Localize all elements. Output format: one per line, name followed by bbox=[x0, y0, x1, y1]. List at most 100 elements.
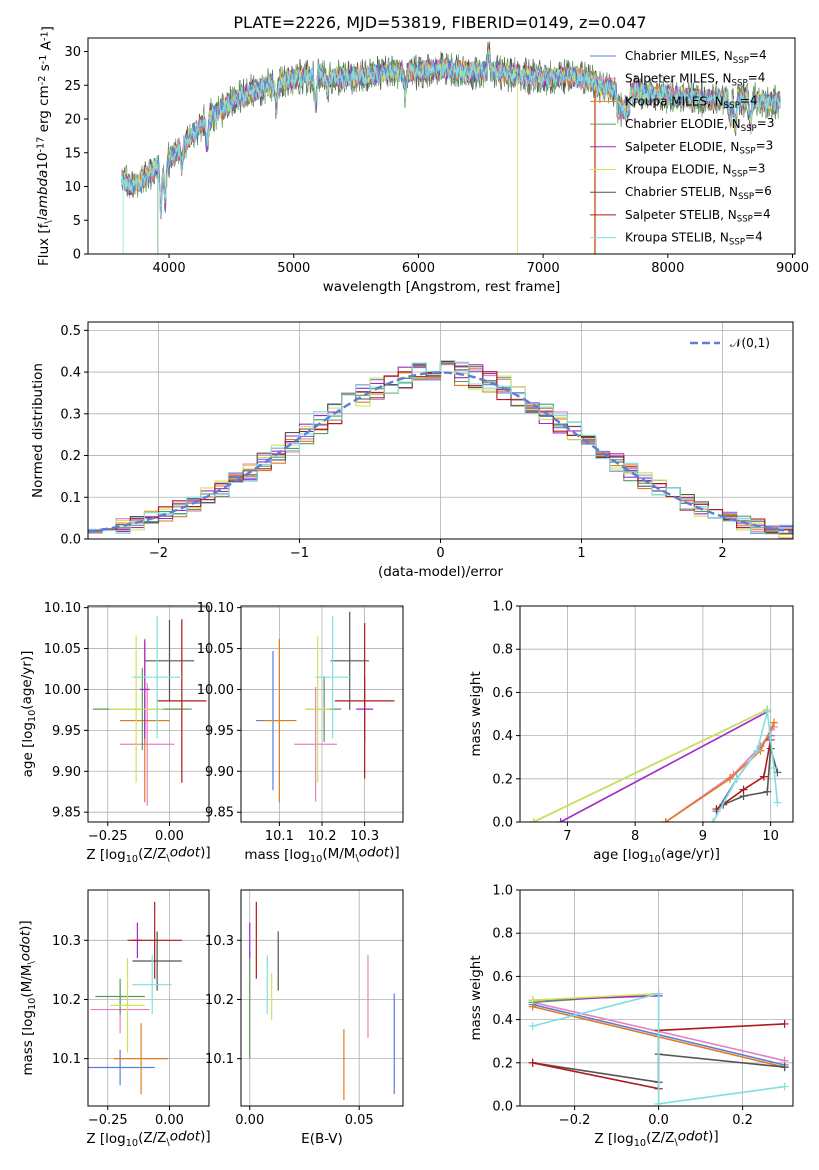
plot-area bbox=[92, 615, 207, 806]
axes-frame bbox=[87, 321, 794, 540]
x-tick-label: −0.25 bbox=[88, 829, 128, 844]
chart-age_vs_mass: 10.1 10.2 10.3 9.85 9.90 9.95 10.00 10.05 10.10 m… bbox=[197, 601, 404, 865]
legend-label: Chabrier ELODIE, NSSP=3 bbox=[625, 116, 774, 134]
weight-line bbox=[532, 992, 785, 1105]
x-tick-label: 6000 bbox=[402, 261, 435, 276]
weight-marker bbox=[773, 798, 782, 807]
y-tick-label: 0.2 bbox=[60, 449, 81, 464]
weight-line bbox=[665, 722, 775, 822]
weight-line bbox=[716, 739, 772, 810]
x-tick-label: −0.25 bbox=[88, 1113, 128, 1128]
y-tick-label: 0.1 bbox=[60, 491, 81, 506]
y-tick-label: 10.00 bbox=[197, 683, 234, 698]
x-tick-label: 10.2 bbox=[308, 829, 337, 844]
y-tick-label: 10.3 bbox=[205, 934, 234, 949]
weight-marker bbox=[780, 1063, 789, 1072]
y-tick-label: 9.85 bbox=[52, 806, 81, 821]
plot-area bbox=[88, 901, 182, 1095]
weight-marker bbox=[780, 1082, 789, 1091]
weight-marker bbox=[780, 1019, 789, 1028]
y-tick-label: 0.5 bbox=[60, 324, 81, 339]
axes-frame bbox=[87, 37, 796, 255]
chart-mass_vs_ebv: 0.00 0.05 10.1 10.2 10.3 E(B-V) bbox=[205, 889, 404, 1147]
plot-area bbox=[249, 901, 395, 1101]
y-tick-label: 20 bbox=[64, 113, 81, 128]
y-axis-label: age [log10(age/yr)] bbox=[19, 651, 38, 778]
spectrum-line bbox=[121, 50, 781, 254]
plot-area bbox=[529, 705, 782, 822]
y-tick-label: 9.85 bbox=[205, 806, 234, 821]
y-tick-label: 0 bbox=[73, 248, 81, 263]
x-tick-label: −0.2 bbox=[559, 1113, 591, 1128]
y-tick-label: 0.0 bbox=[492, 816, 513, 831]
y-axis-label: Normed distribution bbox=[30, 363, 46, 498]
weight-marker bbox=[712, 805, 721, 814]
y-tick-label: 10.3 bbox=[52, 934, 81, 949]
weight-marker bbox=[729, 770, 738, 779]
plot-area bbox=[255, 611, 395, 803]
x-tick-label: 9000 bbox=[776, 261, 809, 276]
y-tick-label: 9.95 bbox=[205, 724, 234, 739]
legend-label: Kroupa MILES, NSSP=4 bbox=[625, 93, 758, 111]
chart-weight_vs_Z: −0.2 0.0 0.2 0.0 0.2 0.4 0.6 0.8 1.0 Z [log10(Z/Z… bbox=[468, 884, 794, 1149]
y-axis-label: Flux [f\lambda10-17 erg cm-2 s-1 A-1] bbox=[35, 26, 56, 266]
weight-line bbox=[533, 708, 768, 822]
x-axis-label: Z [log10(Z/Z\odot)] bbox=[86, 1129, 210, 1150]
y-tick-label: 10.2 bbox=[205, 993, 234, 1008]
legend-label: Salpeter STELIB, NSSP=4 bbox=[625, 207, 771, 225]
x-tick-label: 2 bbox=[718, 546, 726, 561]
x-axis-label: Z [log10(Z/Z\odot)] bbox=[86, 845, 210, 866]
y-tick-label: 1.0 bbox=[492, 600, 513, 615]
chart-spectrum: 4000 5000 6000 7000 8000 9000 0 5 10 15 20 25 30 wave… bbox=[35, 26, 809, 295]
weight-marker bbox=[556, 818, 565, 822]
axes-frame bbox=[87, 605, 210, 823]
y-tick-label: 10.1 bbox=[52, 1052, 81, 1067]
y-tick-label: 0.8 bbox=[492, 927, 513, 942]
normal-curve bbox=[88, 371, 793, 533]
weight-marker bbox=[654, 1099, 663, 1106]
x-tick-label: 4000 bbox=[153, 261, 186, 276]
y-tick-label: 0.0 bbox=[60, 533, 81, 548]
legend-label: Salpeter ELODIE, NSSP=3 bbox=[625, 139, 773, 157]
x-tick-label: 0.00 bbox=[155, 829, 184, 844]
x-tick-label: 10 bbox=[762, 829, 779, 844]
y-tick-label: 10.05 bbox=[44, 642, 81, 657]
y-tick-label: 30 bbox=[64, 45, 81, 60]
y-tick-label: 5 bbox=[73, 214, 81, 229]
y-tick-label: 0.2 bbox=[492, 772, 513, 787]
y-tick-label: 15 bbox=[64, 146, 81, 161]
figure-title: PLATE=2226, MJD=53819, FIBERID=0149, z=0… bbox=[233, 13, 646, 32]
chart-age_vs_Z: −0.25 0.00 9.85 9.90 9.95 10.00 10.05 10.10 Z [l… bbox=[19, 601, 211, 865]
x-tick-label: 10.1 bbox=[265, 829, 294, 844]
legend: 𝒩(0,1) bbox=[690, 336, 770, 350]
y-tick-label: 10.00 bbox=[44, 683, 81, 698]
legend-label: Kroupa ELODIE, NSSP=3 bbox=[625, 161, 765, 179]
weight-line bbox=[665, 726, 775, 822]
y-tick-label: 1.0 bbox=[492, 884, 513, 899]
legend-label: Kroupa STELIB, NSSP=4 bbox=[625, 230, 763, 248]
x-tick-label: 0.05 bbox=[345, 1113, 374, 1128]
legend-label: Salpeter MILES, NSSP=4 bbox=[625, 71, 765, 89]
weight-marker bbox=[770, 718, 779, 727]
plot-area bbox=[528, 989, 789, 1106]
legend-label: Chabrier MILES, NSSP=4 bbox=[625, 48, 767, 66]
weight-marker bbox=[529, 818, 538, 822]
y-tick-label: 10.10 bbox=[197, 601, 234, 616]
y-tick-label: 25 bbox=[64, 79, 81, 94]
y-tick-label: 0.6 bbox=[492, 970, 513, 985]
weight-marker bbox=[753, 746, 762, 755]
weight-marker bbox=[763, 787, 772, 796]
x-tick-label: 0.00 bbox=[155, 1113, 184, 1128]
y-tick-label: 0.8 bbox=[492, 643, 513, 658]
x-tick-label: 8 bbox=[631, 829, 639, 844]
y-tick-label: 0.6 bbox=[492, 686, 513, 701]
grid-lines bbox=[88, 890, 209, 1106]
y-axis-label: mass weight bbox=[468, 671, 484, 756]
x-axis-label: (data-model)/error bbox=[378, 564, 504, 580]
grid-lines bbox=[520, 605, 793, 823]
y-tick-label: 10.1 bbox=[205, 1052, 234, 1067]
y-tick-label: 0.3 bbox=[60, 407, 81, 422]
y-tick-label: 10 bbox=[64, 180, 81, 195]
grid-lines bbox=[88, 606, 209, 822]
